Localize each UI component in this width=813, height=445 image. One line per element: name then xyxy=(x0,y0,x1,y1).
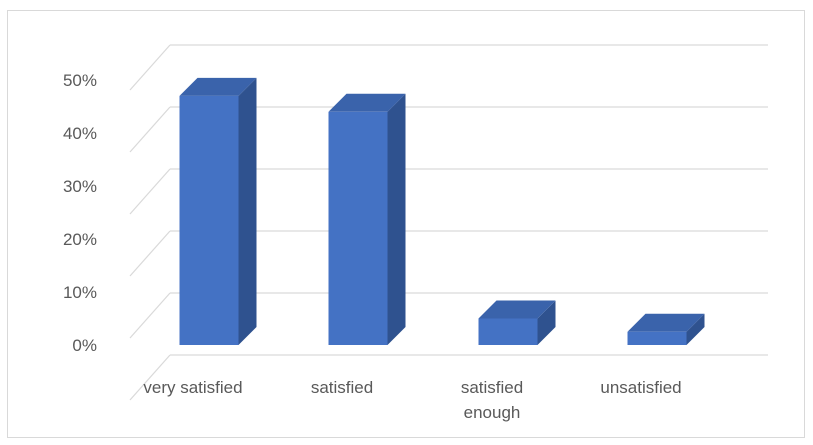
bar-top xyxy=(328,93,406,112)
gridline-side xyxy=(129,168,171,215)
y-tick-label: 50% xyxy=(63,71,97,90)
x-category-label: very satisfied xyxy=(143,378,242,397)
x-category-label: unsatisfied xyxy=(600,378,681,397)
bar xyxy=(179,77,257,346)
bar-front xyxy=(627,331,687,345)
bar-front xyxy=(179,95,239,346)
bar xyxy=(627,313,705,345)
bar-front xyxy=(478,318,538,345)
x-axis-categories: very satisfied satisfied satisfied enough un… xyxy=(143,378,681,422)
bar-front xyxy=(328,111,388,345)
bar xyxy=(328,93,406,345)
bar-top xyxy=(179,77,257,96)
y-tick-label: 40% xyxy=(63,124,97,143)
y-tick-label: 30% xyxy=(63,177,97,196)
gridline-side xyxy=(129,44,171,91)
bar-side xyxy=(537,300,556,345)
chart-frame xyxy=(7,10,805,438)
gridline-side xyxy=(129,106,171,153)
y-tick-label: 0% xyxy=(72,336,97,355)
bar xyxy=(478,300,556,345)
gridline-side xyxy=(129,354,171,401)
bar-top xyxy=(627,313,705,332)
y-axis-ticks: 0% 10% 20% 30% 40% 50% xyxy=(63,71,97,355)
bar-side xyxy=(686,313,705,345)
x-category-label: satisfied xyxy=(311,378,373,397)
gridline-side xyxy=(129,292,171,339)
y-tick-label: 10% xyxy=(63,283,97,302)
y-tick-label: 20% xyxy=(63,230,97,249)
bars xyxy=(179,77,705,346)
bar-side xyxy=(238,77,257,346)
bar-top xyxy=(478,300,556,319)
gridlines xyxy=(129,44,768,401)
gridline-side xyxy=(129,230,171,277)
x-category-label: satisfied enough xyxy=(461,378,523,422)
bar-side xyxy=(387,93,406,345)
